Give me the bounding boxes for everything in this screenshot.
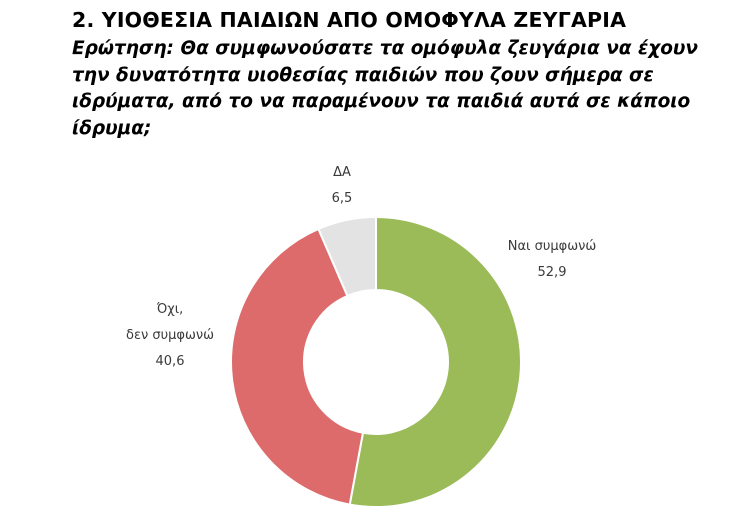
slice-label-yes: Ναι συμφωνώ <box>508 239 596 254</box>
slice-label-no-line1: Όχι, <box>156 302 184 317</box>
slice-dk <box>317 215 377 298</box>
survey-question: Ερώτηση: Θα συμφωνούσατε τα ομόφυλα ζευγ… <box>72 38 698 139</box>
chart-title: 2. ΥΙΟΘΕΣΙΑ ΠΑΙΔΙΩΝ ΑΠΟ ΟΜΟΦΥΛΑ ΖΕΥΓΑΡΙΑ <box>72 8 627 32</box>
slice-value-yes: 52,9 <box>538 265 567 280</box>
slice-value-dk: 6,5 <box>332 191 353 206</box>
slice-label-no-line2: δεν συμφωνώ <box>126 328 214 343</box>
donut-slices <box>230 215 522 508</box>
slice-label-dk: ΔΑ <box>333 165 351 180</box>
slice-no <box>230 227 365 506</box>
slice-value-no: 40,6 <box>156 354 185 369</box>
slice-yes <box>348 215 522 508</box>
